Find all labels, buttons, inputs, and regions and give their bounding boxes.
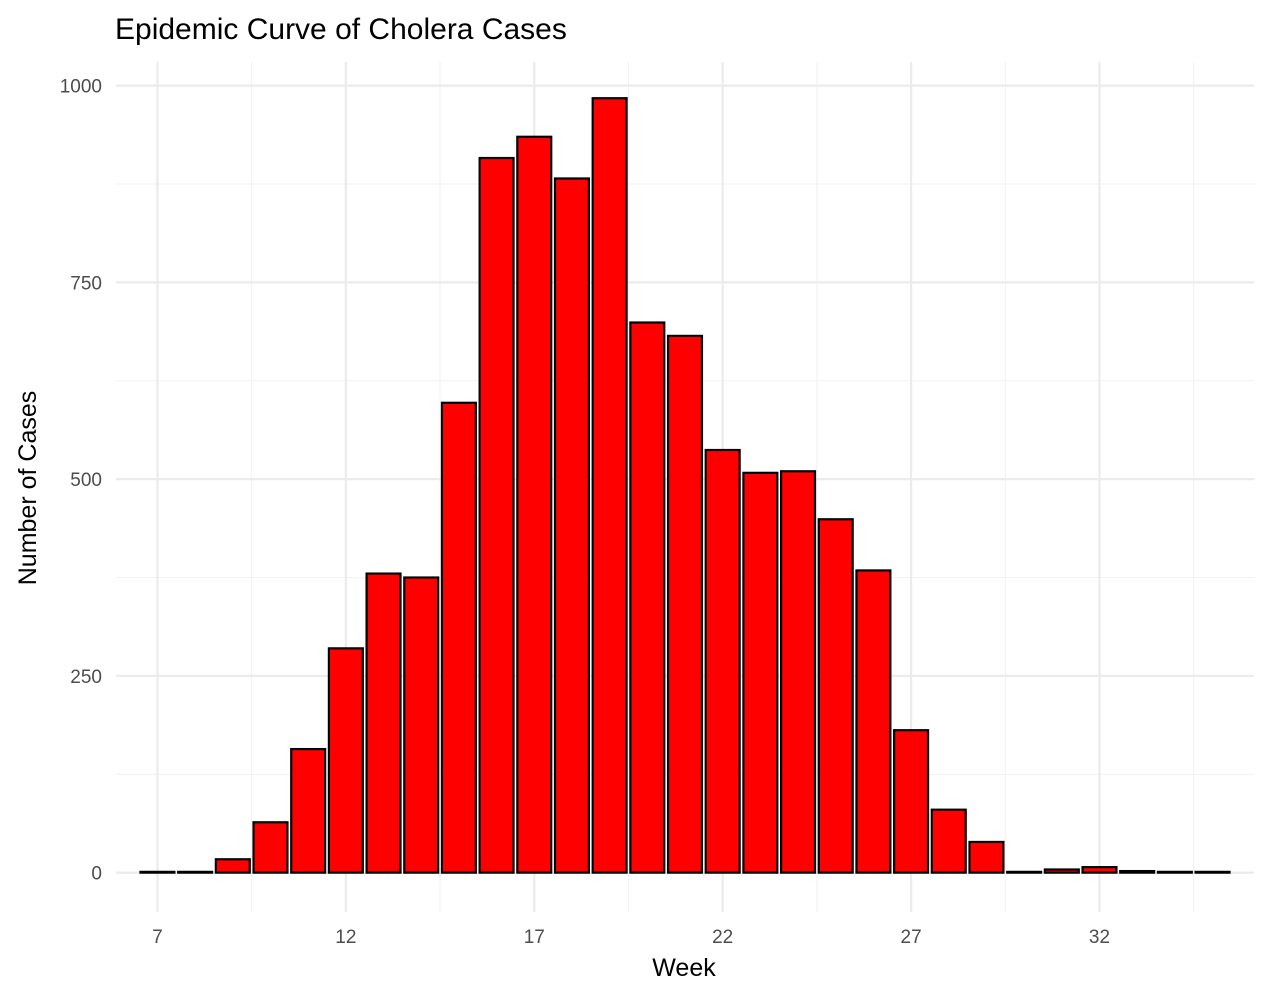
bar-week-16 [478, 156, 515, 874]
y-tick-label: 250 [70, 667, 102, 688]
bar-week-34 [1156, 870, 1193, 874]
x-tick-label: 7 [152, 927, 163, 948]
bar-week-10 [252, 821, 289, 874]
bar-week-35 [1194, 870, 1231, 874]
bar-week-26 [855, 569, 892, 874]
bar-week-19 [591, 97, 628, 874]
bar-week-9 [214, 858, 251, 874]
bar-week-13 [365, 572, 402, 874]
y-tick-label: 1000 [60, 77, 102, 98]
bar-week-28 [930, 808, 967, 874]
bar-week-30 [1006, 870, 1043, 874]
bar-week-25 [817, 518, 854, 874]
y-axis-title: Number of Cases [14, 391, 42, 586]
bar-week-17 [516, 135, 553, 874]
bar-week-20 [629, 321, 666, 874]
bar-week-24 [779, 470, 817, 874]
bar-week-32 [1081, 866, 1118, 874]
bar-week-11 [290, 747, 327, 874]
bar-week-7 [139, 870, 176, 874]
bar-week-12 [327, 647, 364, 874]
x-tick-labels: 7 12 17 22 27 32 [152, 927, 1110, 948]
bar-week-18 [553, 177, 591, 874]
x-tick-label: 27 [901, 927, 922, 948]
bar-week-14 [403, 576, 440, 874]
bar-week-15 [440, 401, 477, 874]
x-tick-label: 22 [712, 927, 733, 948]
bar-week-31 [1043, 868, 1080, 874]
y-tick-label: 0 [91, 864, 102, 885]
bars [139, 97, 1231, 874]
y-tick-label: 750 [70, 273, 102, 294]
x-tick-label: 12 [335, 927, 356, 948]
bar-week-33 [1119, 869, 1156, 874]
bar-week-27 [893, 729, 930, 874]
bar-week-23 [742, 471, 779, 874]
x-tick-label: 17 [524, 927, 545, 948]
y-tick-label: 500 [70, 470, 102, 491]
bar-week-21 [666, 334, 704, 874]
x-axis-title: Week [652, 954, 716, 982]
y-tick-labels: 0 250 500 750 1000 [60, 77, 102, 885]
chart-title: Epidemic Curve of Cholera Cases [115, 13, 567, 46]
x-tick-label: 32 [1089, 927, 1110, 948]
bar-week-29 [968, 840, 1005, 874]
bar-week-22 [704, 448, 741, 874]
bar-week-8 [177, 870, 214, 874]
